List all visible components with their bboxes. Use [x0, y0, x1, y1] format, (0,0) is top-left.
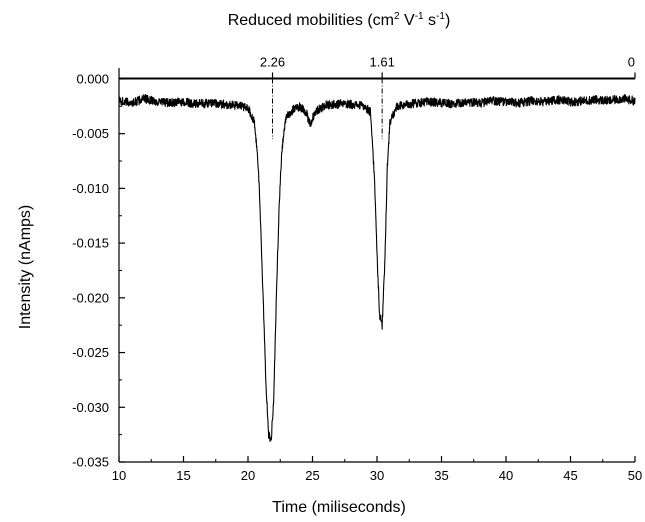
top-axis-markers: 2.26 1.61 0	[260, 54, 636, 140]
y-axis-title: Intensity (nAmps)	[17, 205, 34, 329]
top-axis-title-mid2: s	[424, 12, 436, 29]
x-tick-label: 45	[563, 468, 577, 483]
top-axis-title-sup2: -1	[415, 11, 424, 22]
top-axis-title-main: Reduced mobilities (cm	[228, 12, 394, 29]
top-axis-tick-label: 1.61	[370, 54, 395, 69]
top-axis-tick-label: 0	[628, 54, 635, 69]
series-group	[118, 94, 636, 442]
top-axis-title-sup3: -1	[436, 11, 445, 22]
x-tick-label: 25	[305, 468, 319, 483]
top-axis-title-end: )	[445, 12, 450, 29]
x-tick-label: 30	[370, 468, 384, 483]
x-tick-label: 50	[628, 468, 642, 483]
x-tick-label: 20	[241, 468, 255, 483]
y-tick-label: -0.010	[72, 181, 109, 196]
x-tick-label: 10	[112, 468, 126, 483]
series-line	[118, 94, 636, 442]
y-tick-label: -0.005	[72, 126, 109, 141]
svg-text:Reduced mobilities (cm2 V-1 s-: Reduced mobilities (cm2 V-1 s-1)	[228, 11, 451, 29]
y-tick-label: -0.030	[72, 400, 109, 415]
y-axis-ticks: 0.000 -0.005 -0.010 -0.015 -0.020 -0.025 -0.03…	[72, 71, 125, 470]
y-tick-label: -0.035	[72, 455, 109, 470]
x-tick-label: 40	[499, 468, 513, 483]
top-axis-tick-label: 2.26	[260, 54, 285, 69]
top-axis-title-sup1: 2	[394, 11, 400, 22]
y-tick-label: 0.000	[76, 71, 109, 86]
x-tick-label: 15	[176, 468, 190, 483]
x-axis-title: Time (miliseconds)	[272, 499, 406, 516]
x-tick-label: 35	[434, 468, 448, 483]
top-axis-title: Reduced mobilities (cm2 V-1 s-1)	[228, 11, 451, 29]
x-axis-ticks: 10 15 20 25 30 35 40 45 50	[112, 456, 642, 483]
y-tick-label: -0.015	[72, 236, 109, 251]
y-tick-label: -0.025	[72, 345, 109, 360]
top-axis-title-mid1: V	[400, 12, 415, 29]
y-tick-label: -0.020	[72, 290, 109, 305]
